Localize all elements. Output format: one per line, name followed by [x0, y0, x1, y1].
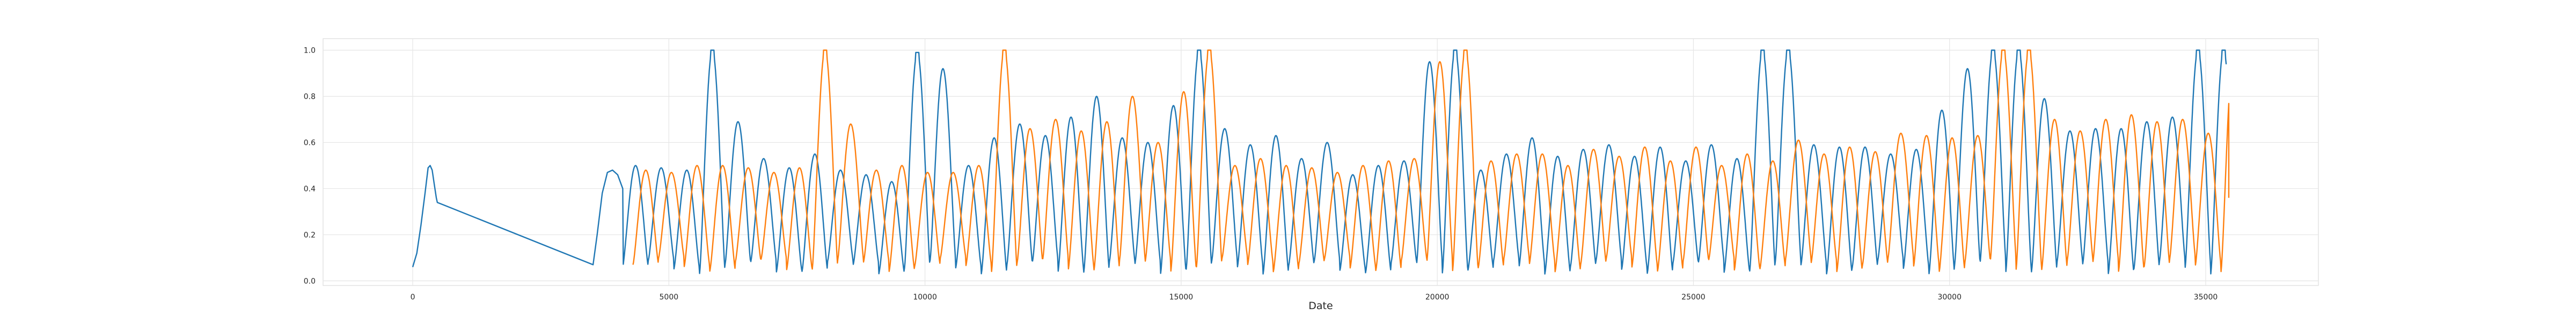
x-tick-label: 35000 [2194, 293, 2218, 302]
y-tick-label: 0.2 [304, 231, 316, 239]
x-tick-label: 30000 [1937, 293, 1962, 302]
series-line-2 [632, 49, 2230, 273]
x-tick-label: 5000 [660, 293, 679, 302]
x-tick-label: 25000 [1681, 293, 1706, 302]
x-tick-label: 15000 [1169, 293, 1194, 302]
y-tick-label: 0.4 [304, 185, 316, 193]
y-tick-label: 0.6 [304, 138, 316, 147]
y-axis: 0.0 0.2 0.4 0.6 0.8 1.0 [304, 46, 316, 286]
series-layer [412, 49, 2230, 275]
y-tick-label: 1.0 [304, 46, 316, 55]
x-tick-label: 10000 [913, 293, 937, 302]
x-axis-label: Date [1308, 300, 1333, 312]
x-axis: 0 5000 10000 15000 20000 25000 30000 35000 [411, 293, 2218, 302]
y-tick-label: 0.8 [304, 92, 316, 101]
x-tick-label: 0 [411, 293, 415, 302]
plot-background [323, 38, 2319, 286]
x-tick-label: 20000 [1425, 293, 1450, 302]
y-tick-label: 0.0 [304, 277, 316, 286]
